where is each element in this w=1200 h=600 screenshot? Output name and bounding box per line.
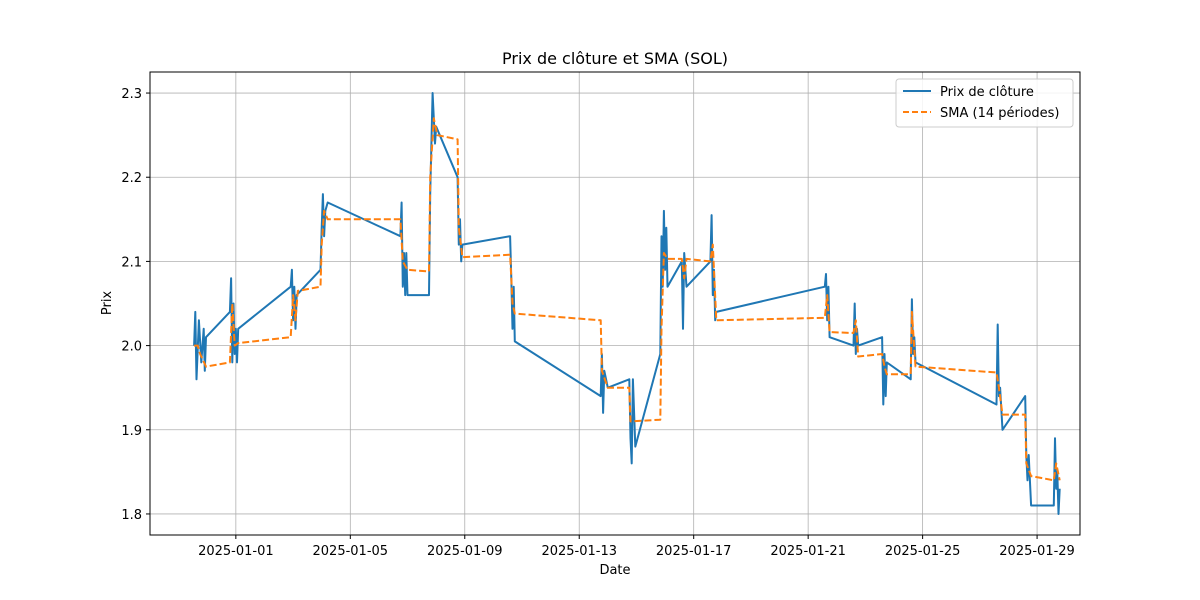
x-axis: 2025-01-01 2025-01-05 2025-01-09 2025-01-13… bbox=[198, 535, 1075, 559]
x-tick-label: 2025-01-17 bbox=[656, 544, 732, 559]
x-tick-label: 2025-01-09 bbox=[427, 544, 503, 559]
series-layer bbox=[193, 92, 1061, 515]
plot-frame bbox=[149, 71, 1081, 536]
x-tick-label: 2025-01-29 bbox=[999, 544, 1075, 559]
chart-title: Prix de clôture et SMA (SOL) bbox=[502, 49, 728, 68]
y-tick-label: 2.3 bbox=[121, 87, 142, 102]
series-line-sma bbox=[194, 117, 1061, 482]
y-axis-title: Prix bbox=[100, 291, 115, 316]
y-tick-label: 1.8 bbox=[121, 508, 142, 523]
legend-label-sma: SMA (14 périodes) bbox=[940, 106, 1060, 121]
legend: Prix de clôture SMA (14 périodes) bbox=[895, 78, 1074, 128]
series-line-prix bbox=[193, 92, 1061, 515]
y-tick-label: 1.9 bbox=[121, 424, 142, 439]
x-tick-label: 2025-01-25 bbox=[885, 544, 961, 559]
plot-area bbox=[150, 72, 1080, 535]
x-axis-title: Date bbox=[599, 563, 630, 578]
x-tick-label: 2025-01-13 bbox=[541, 544, 617, 559]
y-tick-label: 2.1 bbox=[121, 255, 142, 270]
x-tick-label: 2025-01-01 bbox=[198, 544, 274, 559]
legend-label-prix: Prix de clôture bbox=[940, 85, 1034, 100]
y-tick-label: 2.0 bbox=[121, 340, 142, 355]
x-tick-label: 2025-01-21 bbox=[770, 544, 846, 559]
y-tick-label: 2.2 bbox=[121, 171, 142, 186]
legend-box bbox=[895, 78, 1074, 128]
x-tick-label: 2025-01-05 bbox=[313, 544, 389, 559]
y-axis: 1.8 1.9 2.0 2.1 2.2 2.3 bbox=[121, 87, 150, 523]
